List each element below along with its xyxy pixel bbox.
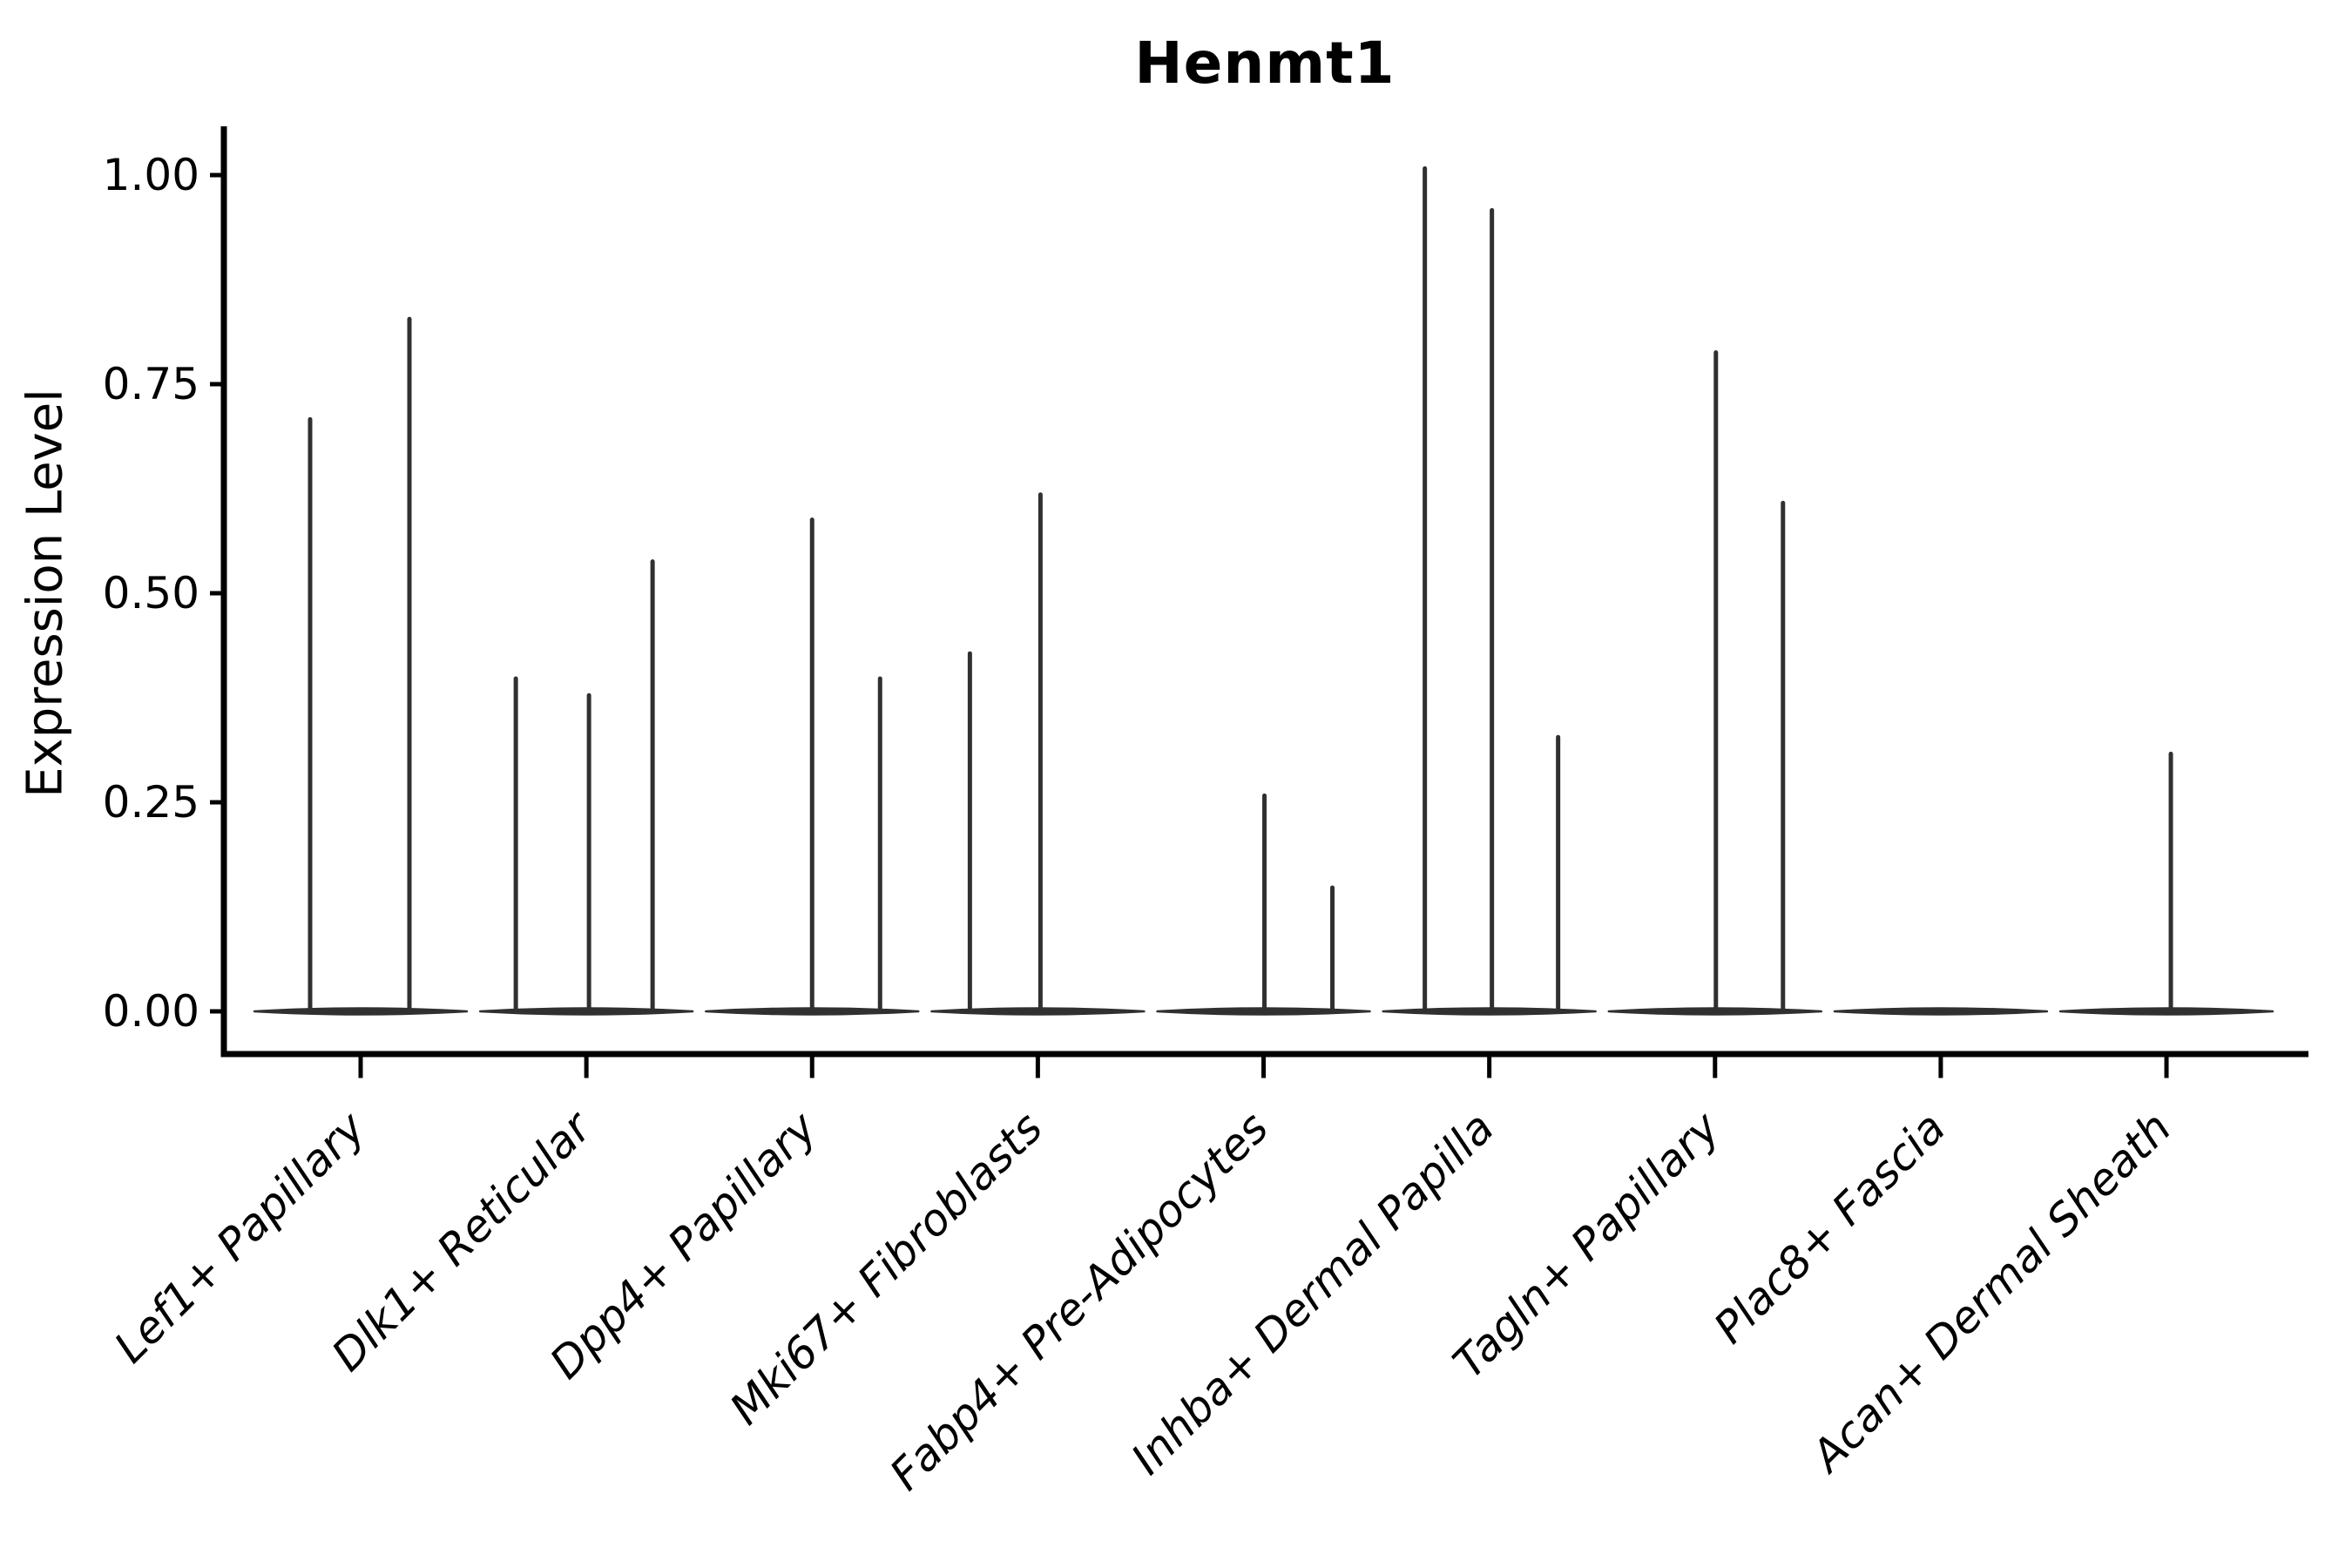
violin-baseline: [1833, 1007, 2049, 1016]
y-tick-label: 1.00: [103, 150, 199, 200]
chart-title: Henmt1: [1134, 30, 1396, 97]
x-category-label: Plac8+ Fascia: [1704, 1102, 1955, 1353]
violin-baseline: [478, 1007, 694, 1016]
y-tick-label: 0.50: [103, 568, 199, 618]
x-category-label: Acan+ Dermal Sheath: [1801, 1102, 2181, 1483]
y-tick-label: 0.75: [103, 359, 199, 409]
x-category-label: Fabp4+ Pre-Adipocytes: [880, 1102, 1278, 1500]
violin-baseline: [2058, 1007, 2274, 1016]
y-tick-label: 0.25: [103, 777, 199, 828]
violin-baseline: [253, 1007, 469, 1016]
violin-baseline: [930, 1007, 1146, 1016]
violin-baseline: [1382, 1007, 1597, 1016]
x-category-label: Inhba+ Dermal Papilla: [1122, 1102, 1504, 1484]
y-tick-label: 0.00: [103, 986, 199, 1037]
